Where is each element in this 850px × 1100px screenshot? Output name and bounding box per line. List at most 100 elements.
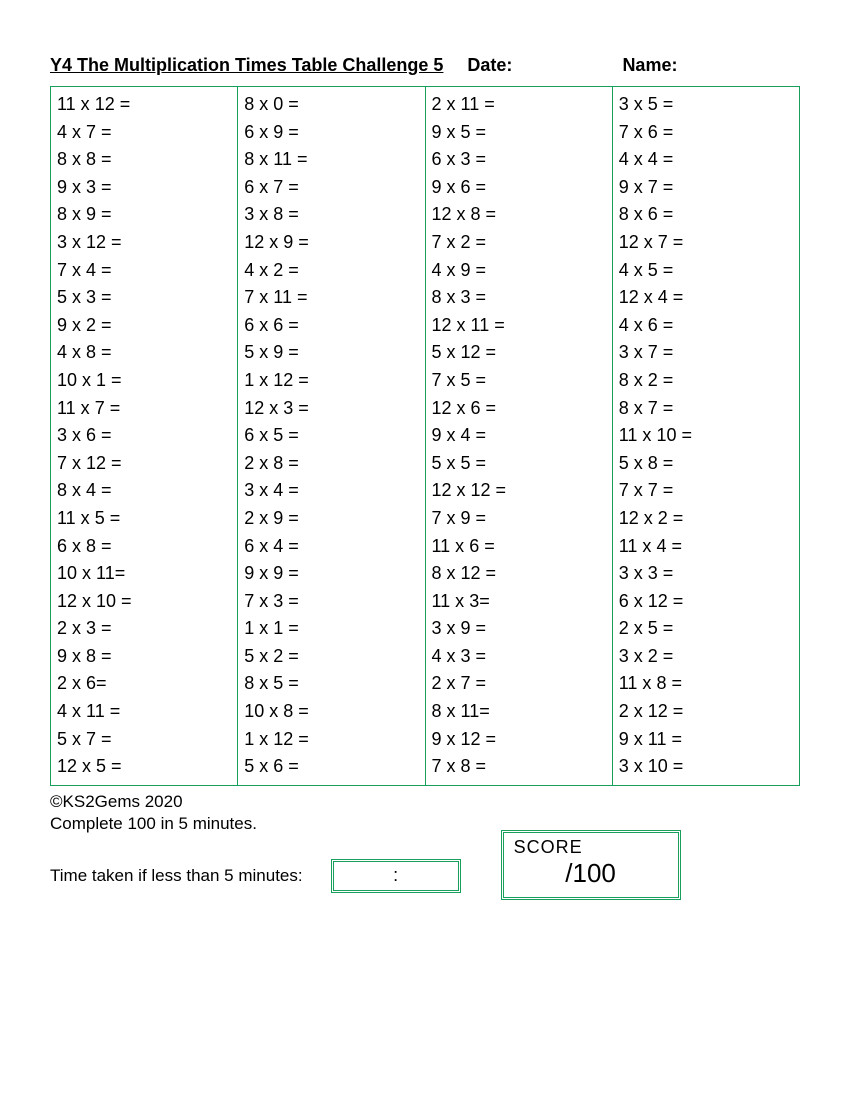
time-box[interactable]: :: [331, 859, 461, 893]
problem-cell[interactable]: 7 x 8 =: [432, 753, 606, 781]
problem-cell[interactable]: 7 x 11 =: [244, 284, 418, 312]
problem-cell[interactable]: 11 x 8 =: [619, 670, 793, 698]
problem-cell[interactable]: 10 x 8 =: [244, 698, 418, 726]
problem-cell[interactable]: 3 x 6 =: [57, 422, 231, 450]
problem-cell[interactable]: 3 x 3 =: [619, 560, 793, 588]
problem-cell[interactable]: 5 x 7 =: [57, 726, 231, 754]
problem-cell[interactable]: 2 x 9 =: [244, 505, 418, 533]
problem-cell[interactable]: 5 x 9 =: [244, 339, 418, 367]
problem-cell[interactable]: 4 x 4 =: [619, 146, 793, 174]
problem-cell[interactable]: 5 x 8 =: [619, 450, 793, 478]
problem-cell[interactable]: 8 x 11 =: [244, 146, 418, 174]
problem-cell[interactable]: 6 x 7 =: [244, 174, 418, 202]
problem-cell[interactable]: 3 x 5 =: [619, 91, 793, 119]
problem-cell[interactable]: 2 x 5 =: [619, 615, 793, 643]
problem-cell[interactable]: 8 x 11=: [432, 698, 606, 726]
problem-cell[interactable]: 2 x 12 =: [619, 698, 793, 726]
problem-cell[interactable]: 8 x 4 =: [57, 477, 231, 505]
problem-cell[interactable]: 1 x 1 =: [244, 615, 418, 643]
problem-cell[interactable]: 6 x 3 =: [432, 146, 606, 174]
problem-cell[interactable]: 4 x 2 =: [244, 257, 418, 285]
problem-cell[interactable]: 9 x 2 =: [57, 312, 231, 340]
problem-cell[interactable]: 11 x 3=: [432, 588, 606, 616]
problem-cell[interactable]: 9 x 3 =: [57, 174, 231, 202]
problem-cell[interactable]: 5 x 2 =: [244, 643, 418, 671]
problem-cell[interactable]: 2 x 7 =: [432, 670, 606, 698]
problem-cell[interactable]: 4 x 8 =: [57, 339, 231, 367]
problem-cell[interactable]: 3 x 9 =: [432, 615, 606, 643]
problem-cell[interactable]: 8 x 8 =: [57, 146, 231, 174]
problem-cell[interactable]: 6 x 9 =: [244, 119, 418, 147]
problem-cell[interactable]: 7 x 9 =: [432, 505, 606, 533]
problem-cell[interactable]: 4 x 7 =: [57, 119, 231, 147]
problem-cell[interactable]: 3 x 2 =: [619, 643, 793, 671]
problem-cell[interactable]: 5 x 12 =: [432, 339, 606, 367]
problem-cell[interactable]: 2 x 11 =: [432, 91, 606, 119]
problem-cell[interactable]: 9 x 12 =: [432, 726, 606, 754]
problem-cell[interactable]: 9 x 6 =: [432, 174, 606, 202]
problem-cell[interactable]: 12 x 11 =: [432, 312, 606, 340]
problem-cell[interactable]: 9 x 8 =: [57, 643, 231, 671]
problem-cell[interactable]: 7 x 4 =: [57, 257, 231, 285]
problem-cell[interactable]: 1 x 12 =: [244, 367, 418, 395]
problem-cell[interactable]: 12 x 3 =: [244, 395, 418, 423]
problem-cell[interactable]: 5 x 6 =: [244, 753, 418, 781]
problem-cell[interactable]: 12 x 2 =: [619, 505, 793, 533]
problem-cell[interactable]: 12 x 4 =: [619, 284, 793, 312]
problem-cell[interactable]: 6 x 4 =: [244, 533, 418, 561]
problem-cell[interactable]: 8 x 0 =: [244, 91, 418, 119]
problem-cell[interactable]: 4 x 3 =: [432, 643, 606, 671]
problem-cell[interactable]: 9 x 11 =: [619, 726, 793, 754]
problem-cell[interactable]: 6 x 6 =: [244, 312, 418, 340]
problem-cell[interactable]: 11 x 7 =: [57, 395, 231, 423]
problem-cell[interactable]: 4 x 6 =: [619, 312, 793, 340]
problem-cell[interactable]: 7 x 5 =: [432, 367, 606, 395]
problem-cell[interactable]: 8 x 5 =: [244, 670, 418, 698]
problem-cell[interactable]: 7 x 12 =: [57, 450, 231, 478]
problem-cell[interactable]: 5 x 3 =: [57, 284, 231, 312]
problem-cell[interactable]: 11 x 12 =: [57, 91, 231, 119]
problem-cell[interactable]: 8 x 12 =: [432, 560, 606, 588]
problem-cell[interactable]: 3 x 10 =: [619, 753, 793, 781]
problem-cell[interactable]: 8 x 3 =: [432, 284, 606, 312]
problem-cell[interactable]: 7 x 6 =: [619, 119, 793, 147]
problem-cell[interactable]: 9 x 5 =: [432, 119, 606, 147]
problem-cell[interactable]: 10 x 11=: [57, 560, 231, 588]
problem-cell[interactable]: 3 x 4 =: [244, 477, 418, 505]
problem-cell[interactable]: 3 x 8 =: [244, 201, 418, 229]
problem-cell[interactable]: 3 x 7 =: [619, 339, 793, 367]
problem-cell[interactable]: 7 x 3 =: [244, 588, 418, 616]
problem-cell[interactable]: 8 x 9 =: [57, 201, 231, 229]
problem-cell[interactable]: 12 x 7 =: [619, 229, 793, 257]
problem-cell[interactable]: 8 x 2 =: [619, 367, 793, 395]
problem-cell[interactable]: 4 x 11 =: [57, 698, 231, 726]
problem-cell[interactable]: 5 x 5 =: [432, 450, 606, 478]
problem-cell[interactable]: 11 x 6 =: [432, 533, 606, 561]
problem-cell[interactable]: 12 x 5 =: [57, 753, 231, 781]
problem-cell[interactable]: 11 x 5 =: [57, 505, 231, 533]
problem-cell[interactable]: 12 x 9 =: [244, 229, 418, 257]
problem-cell[interactable]: 4 x 5 =: [619, 257, 793, 285]
problem-cell[interactable]: 6 x 8 =: [57, 533, 231, 561]
problem-cell[interactable]: 9 x 7 =: [619, 174, 793, 202]
problem-cell[interactable]: 4 x 9 =: [432, 257, 606, 285]
problem-cell[interactable]: 7 x 7 =: [619, 477, 793, 505]
problem-cell[interactable]: 9 x 4 =: [432, 422, 606, 450]
score-box[interactable]: SCORE /100: [501, 830, 681, 900]
problem-cell[interactable]: 10 x 1 =: [57, 367, 231, 395]
problem-cell[interactable]: 12 x 6 =: [432, 395, 606, 423]
problem-cell[interactable]: 11 x 10 =: [619, 422, 793, 450]
problem-cell[interactable]: 3 x 12 =: [57, 229, 231, 257]
problem-cell[interactable]: 1 x 12 =: [244, 726, 418, 754]
problem-cell[interactable]: 6 x 12 =: [619, 588, 793, 616]
problem-cell[interactable]: 11 x 4 =: [619, 533, 793, 561]
problem-cell[interactable]: 2 x 3 =: [57, 615, 231, 643]
problem-cell[interactable]: 7 x 2 =: [432, 229, 606, 257]
problem-cell[interactable]: 2 x 6=: [57, 670, 231, 698]
problem-cell[interactable]: 8 x 6 =: [619, 201, 793, 229]
problem-cell[interactable]: 9 x 9 =: [244, 560, 418, 588]
problem-cell[interactable]: 6 x 5 =: [244, 422, 418, 450]
problem-cell[interactable]: 12 x 8 =: [432, 201, 606, 229]
problem-cell[interactable]: 2 x 8 =: [244, 450, 418, 478]
problem-cell[interactable]: 12 x 10 =: [57, 588, 231, 616]
